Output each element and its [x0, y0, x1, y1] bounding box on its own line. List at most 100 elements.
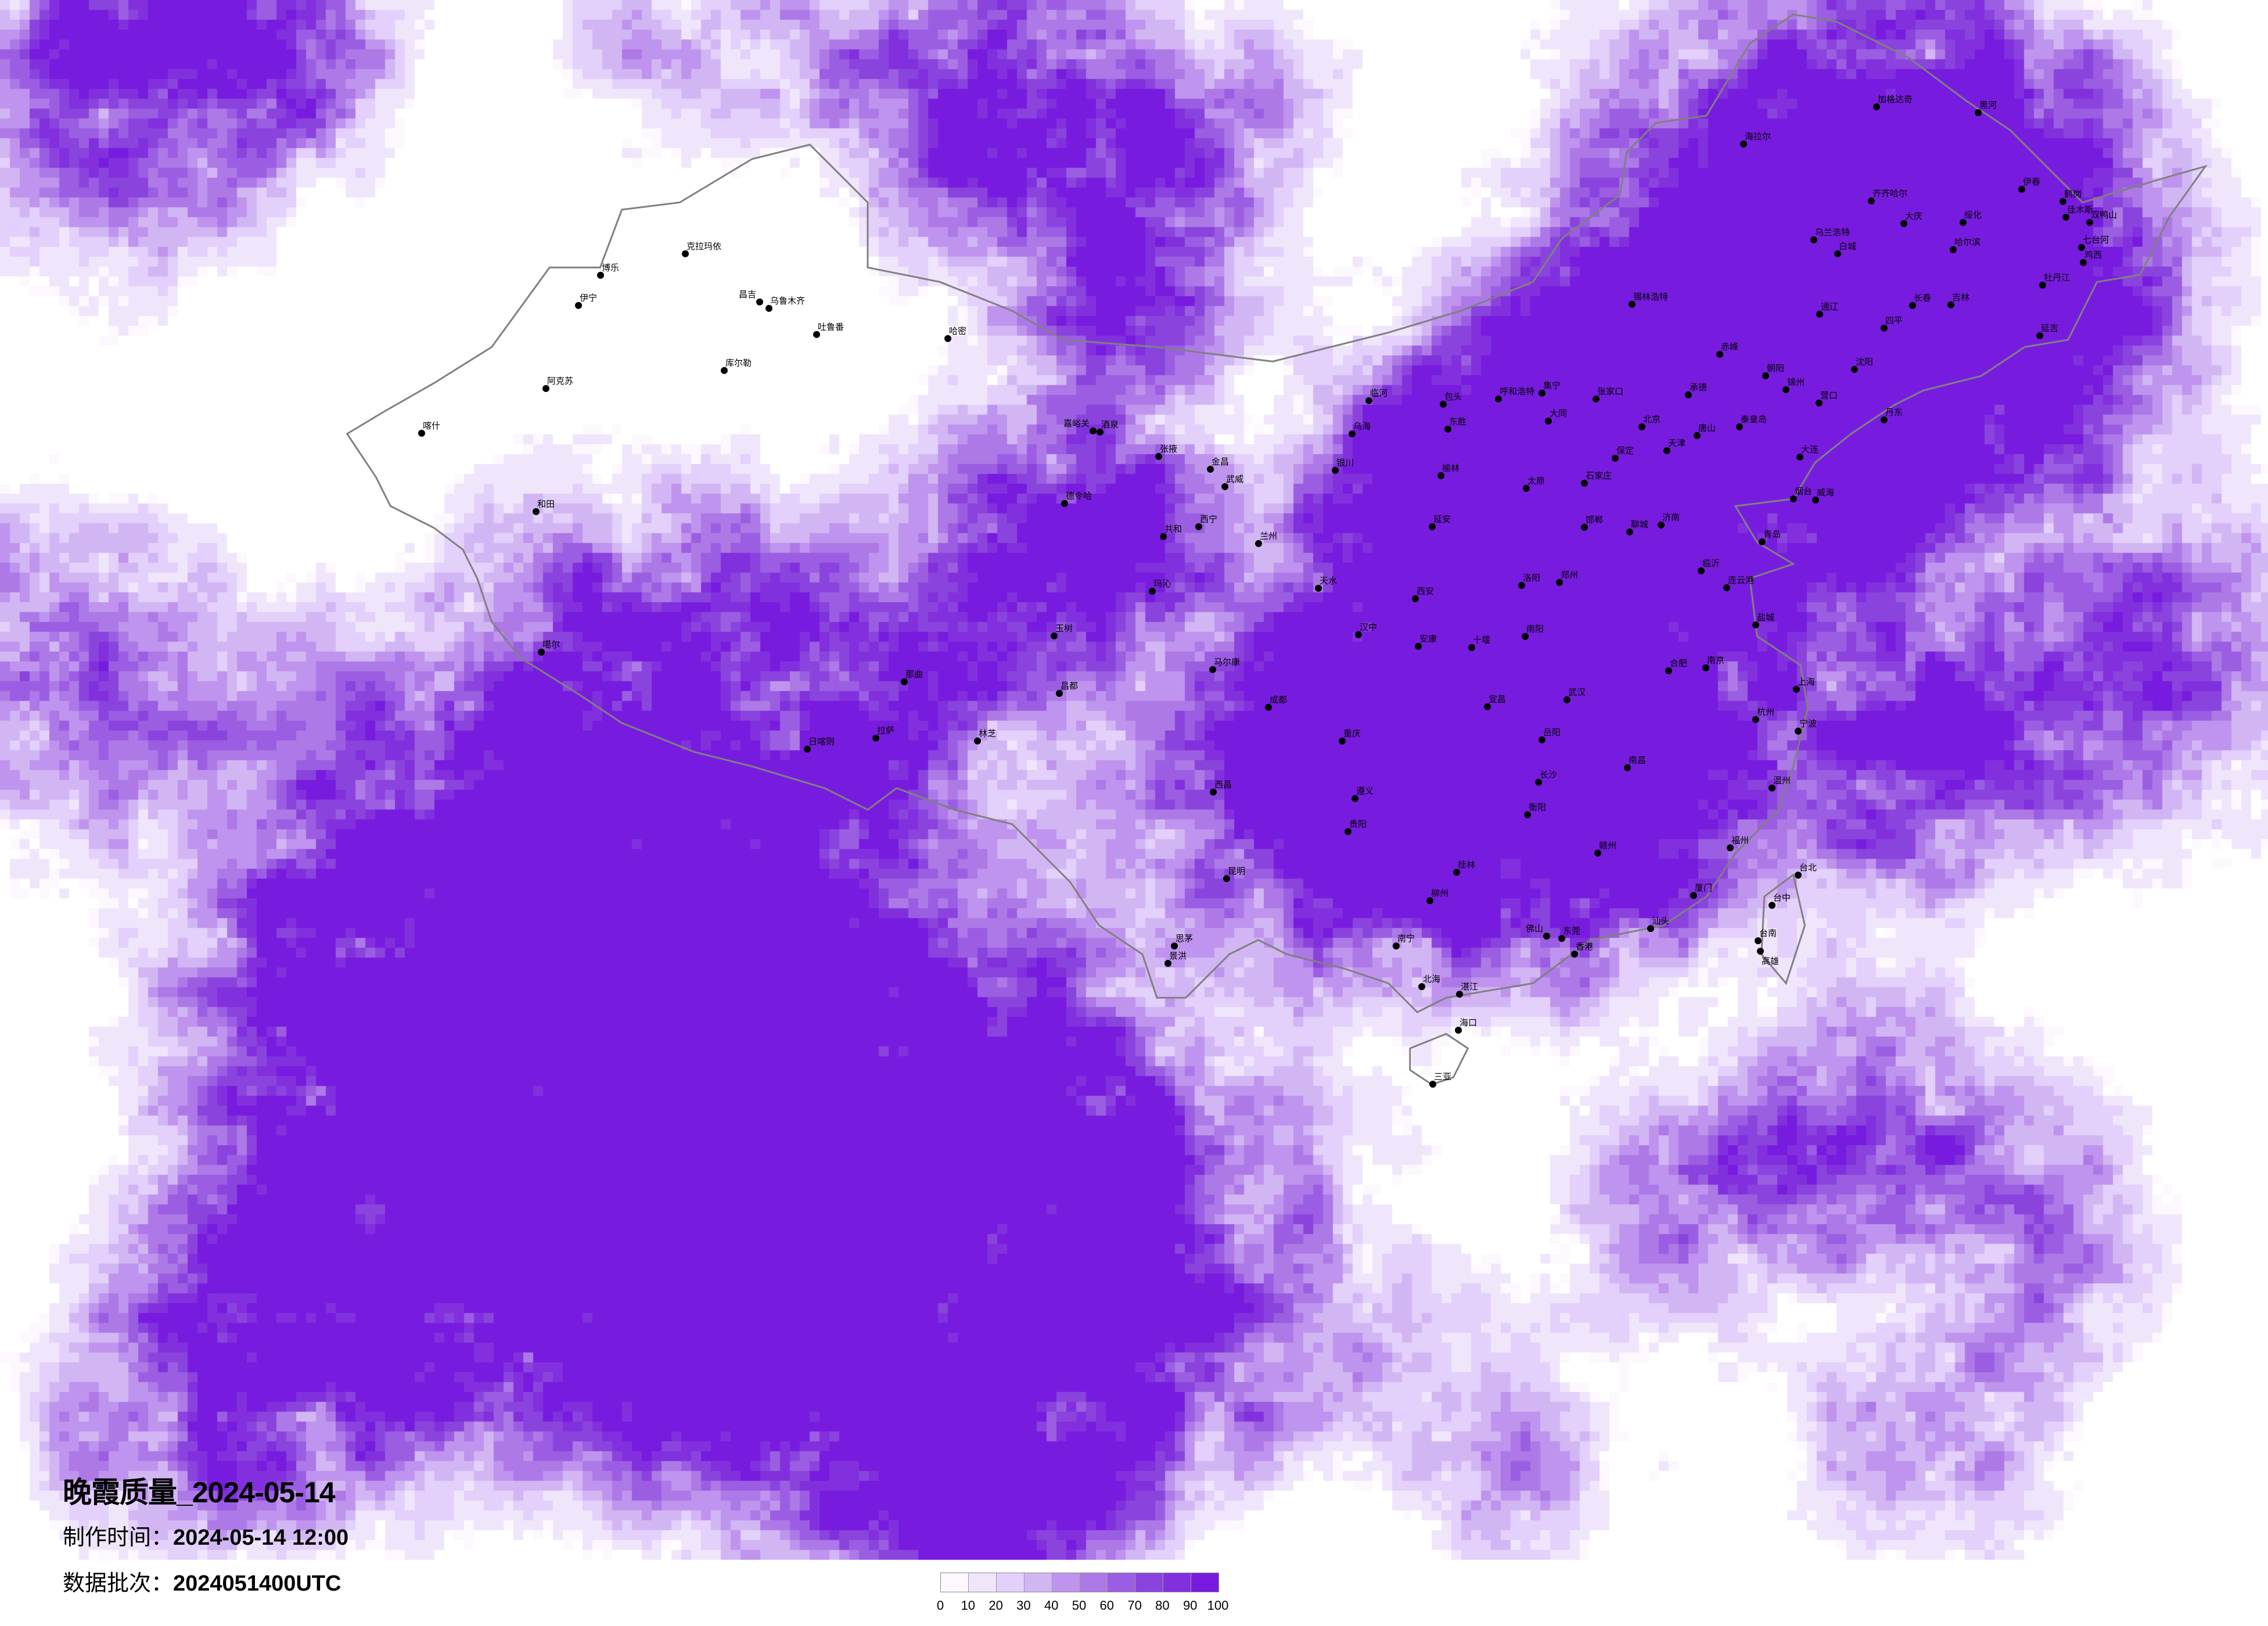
city-label: 武汉	[1568, 687, 1586, 697]
city-dot-icon	[1160, 533, 1167, 540]
made-time-value: 2024-05-14 12:00	[173, 1526, 349, 1550]
city-label: 鸡西	[2084, 250, 2102, 260]
city-dot-icon	[1658, 521, 1665, 528]
city-label: 黑河	[1979, 100, 1997, 110]
city-dot-icon	[542, 385, 549, 392]
city-dot-icon	[1793, 686, 1800, 693]
city-dot-icon	[1769, 785, 1775, 792]
legend-color-bar	[940, 1573, 1219, 1592]
city-label: 宜昌	[1489, 694, 1507, 704]
city-label: 台中	[1773, 893, 1791, 903]
city-dot-icon	[1795, 872, 1802, 879]
legend-swatch	[941, 1573, 969, 1592]
city-label: 杭州	[1757, 707, 1775, 717]
city-dot-icon	[2080, 259, 2087, 266]
city-label: 昌都	[1061, 681, 1079, 691]
city-dot-icon	[756, 298, 763, 305]
city-label: 重庆	[1343, 728, 1361, 739]
city-label: 十堰	[1473, 635, 1491, 645]
city-label: 长春	[1914, 293, 1932, 303]
city-label: 大同	[1550, 408, 1568, 419]
city-dot-icon	[1881, 325, 1888, 332]
city-dot-icon	[1539, 736, 1545, 743]
city-label: 伊春	[2023, 177, 2041, 187]
legend-swatch	[1080, 1573, 1108, 1592]
city-dot-icon	[1453, 869, 1460, 876]
city-dot-icon	[1759, 538, 1766, 545]
city-label: 加格达奇	[1878, 94, 1913, 105]
city-dot-icon	[1796, 454, 1803, 461]
city-label: 承德	[1690, 382, 1708, 393]
legend-tick-label: 40	[1044, 1598, 1059, 1613]
legend-swatch	[1163, 1573, 1192, 1592]
legend-tick-label: 30	[1016, 1598, 1031, 1613]
city-dot-icon	[1255, 540, 1262, 547]
city-dot-icon	[1812, 497, 1819, 503]
legend-tick-label: 90	[1182, 1598, 1198, 1613]
china-border	[346, 13, 2208, 1013]
city-label: 海口	[1460, 1017, 1478, 1028]
city-dot-icon	[1051, 632, 1058, 639]
city-dot-icon	[1393, 942, 1400, 949]
city-dot-icon	[901, 678, 908, 685]
city-label: 赤峰	[1721, 341, 1739, 352]
city-dot-icon	[1810, 236, 1817, 243]
city-dot-icon	[1740, 141, 1747, 148]
city-dot-icon	[1426, 897, 1433, 904]
city-label: 张家口	[1597, 386, 1624, 397]
legend-swatch	[1024, 1573, 1052, 1592]
city-label: 博乐	[602, 262, 620, 273]
city-label: 拉萨	[877, 725, 895, 736]
city-dot-icon	[1581, 524, 1588, 531]
city-label: 玉树	[1055, 623, 1073, 634]
city-dot-icon	[1690, 892, 1697, 899]
taiwan-border	[1760, 873, 1806, 985]
city-dot-icon	[1755, 937, 1762, 944]
city-label: 集宁	[1543, 380, 1561, 391]
city-dot-icon	[1171, 942, 1178, 949]
city-label: 郑州	[1561, 570, 1579, 580]
city-dot-icon	[1221, 483, 1228, 490]
city-dot-icon	[1851, 366, 1858, 373]
city-dot-icon	[1950, 246, 1957, 253]
city-dot-icon	[1315, 585, 1322, 592]
city-label: 昌吉	[738, 289, 756, 300]
city-dot-icon	[1665, 667, 1672, 674]
city-label: 合肥	[1670, 658, 1688, 668]
city-dot-icon	[682, 250, 689, 257]
city-dot-icon	[1352, 795, 1358, 802]
city-label: 丹东	[1885, 407, 1903, 418]
city-label: 威海	[1817, 487, 1835, 498]
city-label: 邯郸	[1586, 515, 1604, 525]
legend-tick-label: 50	[1072, 1598, 1087, 1613]
city-dot-icon	[1762, 372, 1769, 379]
city-dot-icon	[1195, 523, 1202, 530]
city-dot-icon	[1495, 395, 1502, 402]
city-label: 乌海	[1353, 421, 1371, 431]
city-dot-icon	[1752, 621, 1759, 628]
city-label: 南昌	[1629, 755, 1647, 765]
city-dot-icon	[1468, 644, 1475, 651]
city-label: 七台河	[2083, 235, 2109, 245]
city-label: 景洪	[1169, 951, 1187, 961]
city-label: 济南	[1662, 512, 1680, 523]
city-dot-icon	[1757, 948, 1764, 955]
city-dot-icon	[2078, 244, 2085, 251]
city-label: 共和	[1164, 524, 1182, 534]
city-label: 北海	[1423, 974, 1441, 984]
legend-swatch	[1135, 1573, 1164, 1592]
city-label: 阿克苏	[547, 376, 574, 386]
city-label: 兰州	[1260, 531, 1278, 541]
city-dot-icon	[1444, 426, 1451, 433]
city-dot-icon	[1412, 595, 1419, 602]
city-label: 延安	[1433, 514, 1451, 524]
city-dot-icon	[1947, 301, 1954, 308]
city-dot-icon	[1694, 432, 1701, 439]
city-dot-icon	[1415, 643, 1422, 650]
city-dot-icon	[1545, 418, 1552, 425]
city-dot-icon	[1975, 109, 1982, 116]
data-batch-value: 2024051400UTC	[173, 1571, 342, 1596]
city-dot-icon	[1629, 301, 1636, 308]
city-label: 吐鲁番	[818, 322, 844, 332]
legend-tick-label: 0	[936, 1598, 944, 1613]
